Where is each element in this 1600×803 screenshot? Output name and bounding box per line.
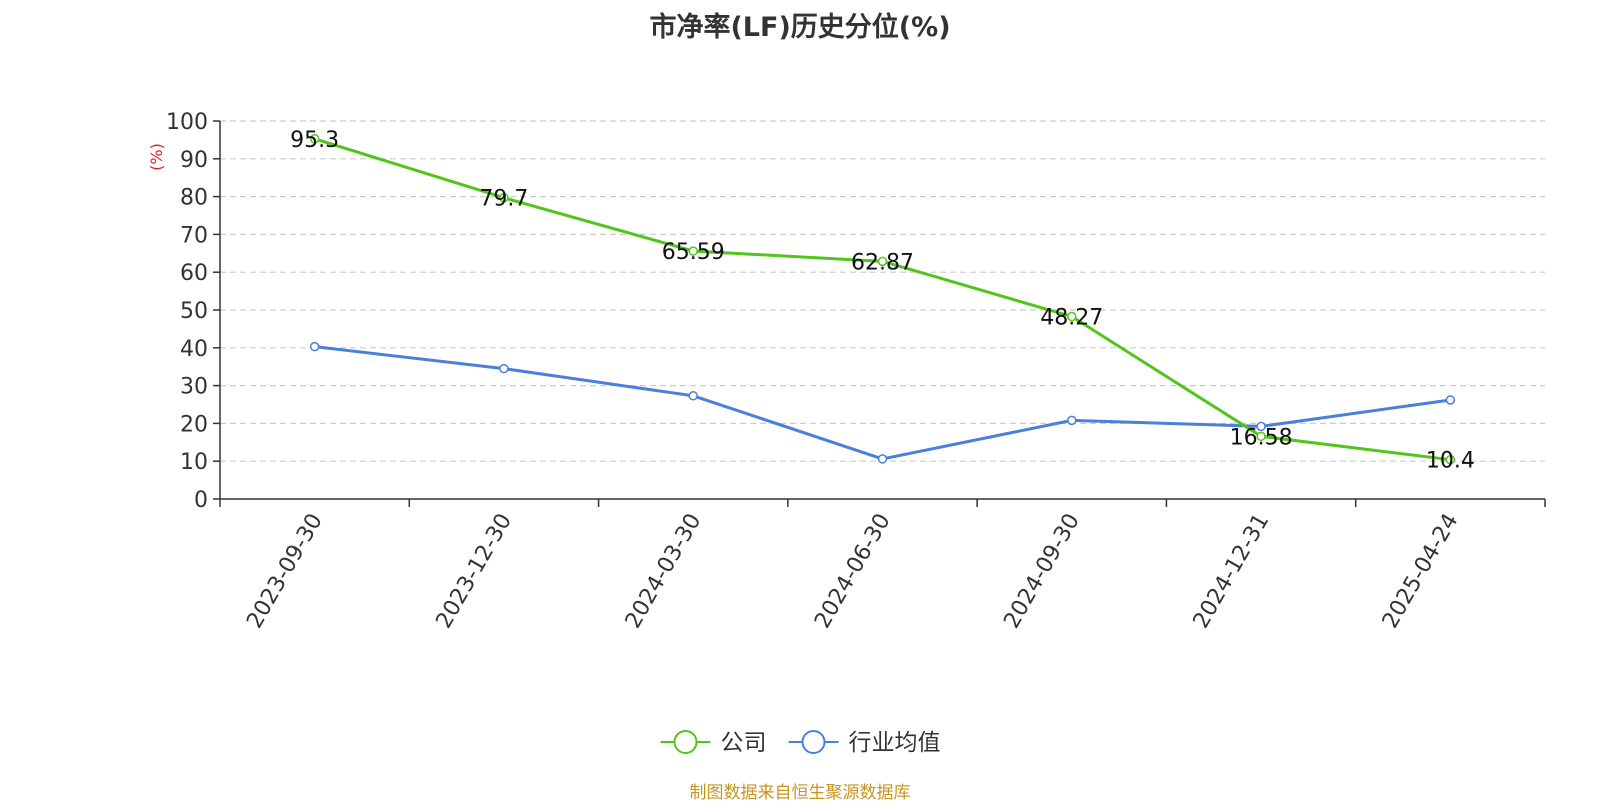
y-axis-label: (%) <box>147 143 166 171</box>
data-label: 62.87 <box>851 250 914 275</box>
y-tick-label: 80 <box>180 186 208 211</box>
data-point <box>499 192 509 203</box>
legend: 公司 行业均值 <box>660 730 941 756</box>
data-label: 65.59 <box>662 240 725 265</box>
x-tick-label: 2024-12-31 <box>1189 510 1275 633</box>
data-point <box>309 134 320 144</box>
data-label: 79.7 <box>479 187 528 212</box>
data-point <box>1067 311 1077 322</box>
data-label: 48.27 <box>1040 306 1103 331</box>
legend-marker <box>801 730 826 754</box>
y-tick-label: 30 <box>180 375 208 400</box>
data-point <box>688 246 698 256</box>
data-label: 16.58 <box>1230 425 1293 450</box>
data-point <box>1445 395 1456 405</box>
y-tick-label: 20 <box>180 412 208 437</box>
x-tick-label: 2024-09-30 <box>999 510 1085 633</box>
data-point <box>1067 415 1077 426</box>
data-point <box>877 454 888 464</box>
x-tick-label: 2024-03-30 <box>621 510 707 633</box>
y-tick-label: 90 <box>180 148 208 173</box>
data-point <box>1256 421 1266 432</box>
y-tick-label: 40 <box>180 337 208 362</box>
x-tick-label: 2023-12-30 <box>432 510 518 633</box>
data-label: 10.4 <box>1426 449 1475 474</box>
legend-marker <box>673 730 698 754</box>
legend-label: 行业均值 <box>849 730 941 756</box>
source-note: 制图数据来自恒生聚源数据库 <box>689 783 911 803</box>
axes: 0 10 20 30 40 50 60 70 80 90 100(%) 2023-09-30 2023-… <box>147 110 1546 633</box>
grid-lines <box>220 120 1545 462</box>
y-tick-label: 70 <box>180 223 208 248</box>
x-tick-label: 2024-06-30 <box>810 510 896 633</box>
data-point <box>499 363 509 374</box>
y-tick-label: 10 <box>180 450 208 475</box>
y-tick-label: 60 <box>180 261 208 286</box>
data-point <box>688 391 698 401</box>
data-point <box>1256 431 1266 442</box>
y-tick-label: 50 <box>180 299 208 324</box>
legend-label: 公司 <box>721 730 767 756</box>
y-tick-label: 0 <box>194 488 208 513</box>
series-lines <box>309 134 1456 465</box>
y-tick-label: 100 <box>166 110 208 135</box>
data-labels: 95.3 79.7 65.59 62.87 48.27 16.58 10.4 <box>290 128 1475 474</box>
x-tick-label: 2023-09-30 <box>242 510 328 633</box>
data-point <box>1445 454 1456 465</box>
data-label: 95.3 <box>290 128 339 153</box>
data-point <box>877 256 888 267</box>
x-tick-label: 2025-04-24 <box>1378 510 1464 633</box>
data-point <box>309 341 320 352</box>
chart-title: 市净率(LF)历史分位(%) <box>649 12 951 43</box>
